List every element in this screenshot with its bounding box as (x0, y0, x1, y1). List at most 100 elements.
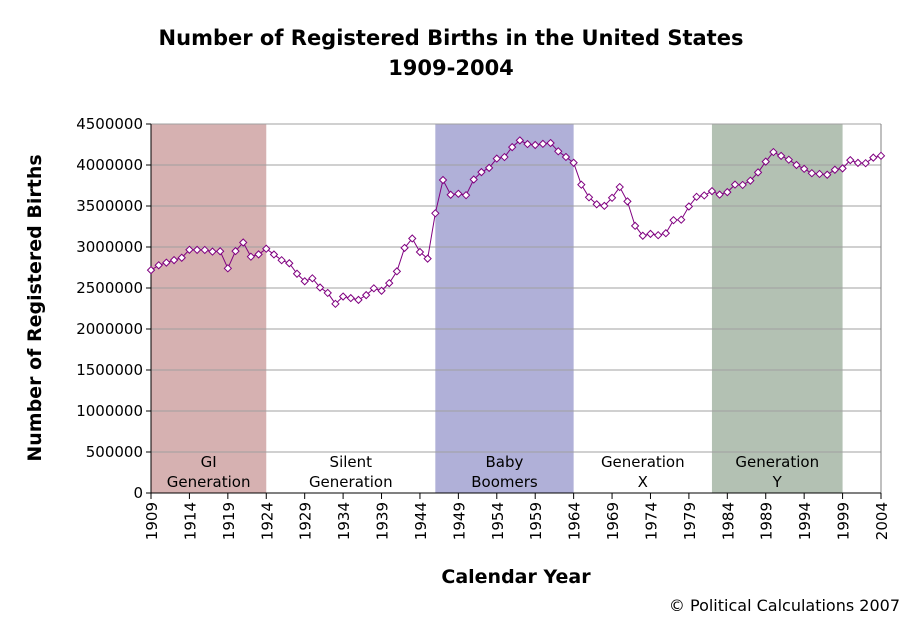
data-point-marker (300, 277, 309, 286)
y-tick-label: 4500000 (76, 115, 143, 133)
data-point-marker (746, 176, 755, 185)
data-point-marker (392, 267, 402, 276)
data-point-marker (438, 175, 448, 185)
data-point-marker (623, 197, 632, 206)
chart-subtitle: 1909-2004 (388, 56, 514, 80)
data-point-marker (584, 193, 594, 202)
data-point-marker (715, 190, 724, 199)
y-tick-label: 2000000 (76, 320, 143, 338)
data-point-marker (792, 160, 801, 170)
data-point-marker (753, 168, 763, 177)
data-point-marker (331, 299, 340, 309)
data-point-marker (346, 293, 355, 303)
y-tick-label: 1000000 (76, 402, 143, 420)
data-point-marker (784, 155, 793, 164)
data-point-marker (577, 180, 586, 189)
data-point-marker (200, 245, 209, 255)
data-point-marker (500, 152, 509, 162)
x-tick-label: 1939 (374, 502, 392, 540)
data-point-marker (607, 193, 617, 203)
x-tick-label: 1964 (566, 502, 584, 540)
data-point-marker (169, 255, 179, 265)
data-point-marker (677, 215, 686, 224)
data-point-marker (315, 283, 325, 292)
data-point-marker (484, 163, 494, 173)
data-point-marker (323, 288, 332, 298)
data-point-marker (254, 250, 263, 259)
data-point-marker (477, 167, 486, 177)
x-tick-label: 1994 (796, 502, 814, 540)
data-point-marker (769, 147, 778, 157)
data-point-marker (185, 245, 194, 254)
data-point-marker (146, 265, 156, 275)
data-point-marker (630, 221, 640, 231)
data-point-marker (262, 244, 271, 253)
copyright-credit: © Political Calculations 2007 (669, 596, 900, 615)
data-point-marker (223, 264, 233, 273)
data-point-marker (615, 182, 624, 192)
data-point-marker (369, 284, 379, 293)
data-point-marker (292, 269, 302, 278)
data-point-marker (876, 151, 886, 161)
data-point-marker (308, 274, 317, 283)
data-point-marker (361, 290, 371, 300)
x-tick-label: 1944 (412, 502, 430, 540)
data-point-marker (815, 169, 824, 179)
band-label: Baby (486, 453, 524, 471)
data-point-marker (277, 255, 286, 265)
x-tick-label: 1924 (258, 502, 276, 540)
data-point-marker (239, 238, 248, 247)
chart-title: Number of Registered Births in the Unite… (159, 26, 744, 50)
data-point-marker (538, 139, 548, 149)
data-point-marker (461, 190, 471, 200)
y-axis-title: Number of Registered Births (24, 154, 46, 461)
data-point-marker (415, 247, 425, 257)
data-point-marker (446, 190, 455, 199)
band-label: Generation (735, 453, 819, 471)
y-tick-label: 1500000 (76, 361, 143, 379)
data-point-marker (846, 155, 855, 165)
band-label: X (638, 473, 648, 491)
data-point-marker (431, 209, 440, 218)
data-point-marker (807, 168, 817, 178)
data-point-marker (761, 157, 770, 166)
x-tick-label: 1954 (489, 502, 507, 540)
generation-band (711, 124, 843, 493)
data-point-marker (569, 158, 578, 167)
band-label: Silent (330, 453, 373, 471)
x-tick-label: 1949 (450, 502, 468, 540)
band-label: Y (772, 473, 783, 491)
x-tick-label: 1969 (604, 502, 622, 540)
data-point-marker (469, 175, 478, 184)
x-axis-title: Calendar Year (441, 566, 591, 588)
data-point-marker (661, 229, 671, 238)
data-point-marker (869, 153, 878, 162)
data-point-marker (523, 139, 532, 149)
data-point-marker (823, 170, 832, 179)
data-point-marker (192, 245, 202, 255)
data-point-marker (408, 234, 417, 243)
data-point-marker (692, 192, 701, 202)
x-tick-label: 1909 (143, 502, 161, 540)
data-point-marker (285, 259, 294, 268)
y-tick-label: 3000000 (76, 238, 143, 256)
data-point-marker (600, 201, 609, 211)
x-tick-label: 1929 (297, 502, 315, 540)
x-tick-label: 1989 (758, 502, 776, 540)
data-point-marker (830, 165, 840, 174)
band-label: Generation (309, 473, 393, 491)
x-tick-label: 2004 (873, 502, 891, 540)
x-tick-label: 1984 (719, 502, 737, 540)
x-tick-label: 1979 (681, 502, 699, 540)
data-point-marker (231, 246, 240, 256)
x-tick-label: 1919 (220, 502, 238, 540)
data-point-marker (154, 261, 163, 270)
data-point-marker (776, 151, 786, 161)
data-point-marker (592, 200, 601, 209)
data-point-marker (738, 180, 747, 190)
y-tick-label: 500000 (86, 443, 143, 461)
data-point-marker (162, 258, 171, 267)
data-point-marker (423, 254, 432, 263)
band-label: Generation (601, 453, 685, 471)
